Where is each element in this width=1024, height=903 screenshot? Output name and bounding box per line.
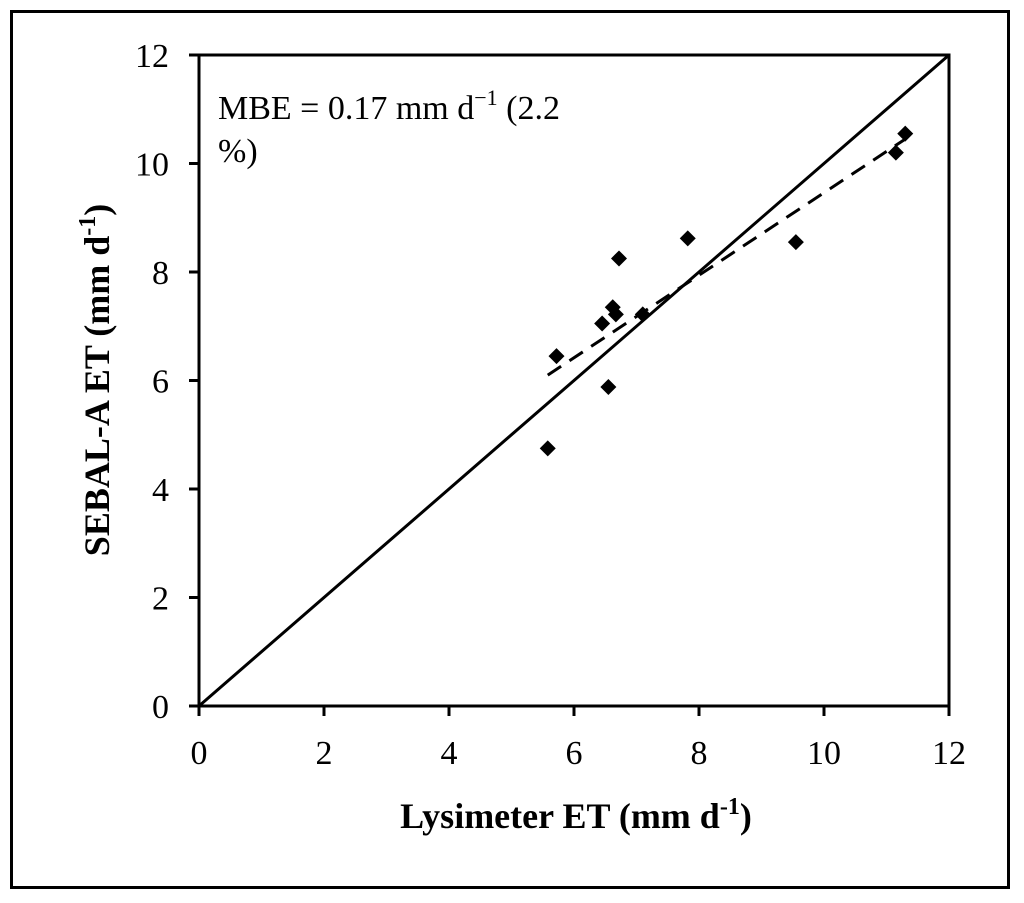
y-tick-label: 6 bbox=[152, 364, 169, 401]
data-point bbox=[600, 379, 617, 396]
x-tick-label: 12 bbox=[932, 735, 966, 772]
data-point bbox=[539, 440, 556, 457]
y-tick-label: 10 bbox=[135, 147, 169, 184]
x-tick-label: 2 bbox=[316, 735, 333, 772]
y-axis-ticks: 0 2 4 6 8 10 12 bbox=[135, 38, 199, 726]
y-tick-label: 2 bbox=[152, 581, 169, 618]
mbe-annotation-line1: MBE = 0.17 mm d−1 (2.2 bbox=[218, 85, 560, 127]
x-tick-label: 0 bbox=[191, 735, 208, 772]
x-tick-label: 10 bbox=[807, 735, 841, 772]
data-point bbox=[679, 230, 696, 247]
y-tick-label: 12 bbox=[135, 38, 169, 75]
data-point bbox=[787, 234, 804, 251]
x-tick-label: 4 bbox=[441, 735, 458, 772]
data-point bbox=[887, 144, 904, 161]
data-point bbox=[548, 348, 565, 365]
y-tick-label: 0 bbox=[152, 689, 169, 726]
x-tick-label: 6 bbox=[566, 735, 583, 772]
lines-layer bbox=[198, 53, 950, 708]
y-tick-label: 8 bbox=[152, 255, 169, 292]
one-to-one-line bbox=[198, 53, 950, 708]
data-point bbox=[594, 315, 611, 332]
chart-frame bbox=[10, 10, 1010, 889]
y-axis-title: SEBAL-A ET (mm d-1) bbox=[75, 204, 117, 556]
y-tick-label: 4 bbox=[152, 472, 169, 509]
data-point bbox=[897, 125, 914, 142]
x-tick-label: 8 bbox=[691, 735, 708, 772]
mbe-annotation-line2: %) bbox=[218, 133, 258, 170]
data-point bbox=[634, 306, 651, 323]
x-axis-title: Lysimeter ET (mm d-1) bbox=[400, 794, 752, 836]
x-axis-ticks: 0 2 4 6 8 10 12 bbox=[191, 706, 966, 772]
points-layer bbox=[539, 125, 914, 457]
data-point bbox=[611, 250, 627, 267]
regression-line bbox=[546, 137, 907, 377]
data-point bbox=[607, 306, 624, 323]
